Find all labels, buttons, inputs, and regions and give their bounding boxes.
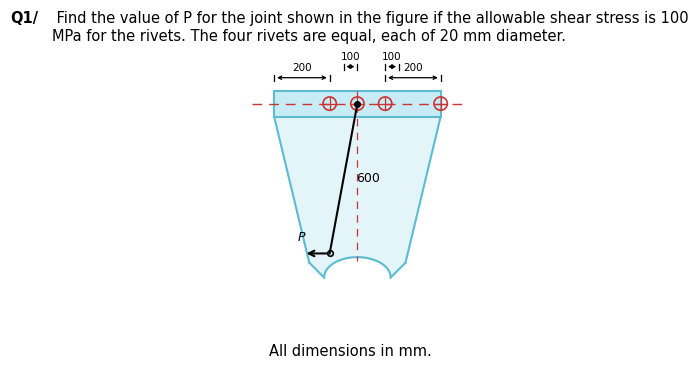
Polygon shape (274, 117, 441, 278)
Text: Find the value of P for the joint shown in the figure if the allowable shear str: Find the value of P for the joint shown … (52, 11, 689, 44)
Bar (274, 91, 441, 117)
Text: 100: 100 (382, 52, 402, 62)
Text: 100: 100 (341, 52, 360, 62)
Text: Q1/: Q1/ (10, 11, 38, 26)
Text: 200: 200 (292, 63, 312, 73)
Text: 200: 200 (403, 63, 423, 73)
Text: 600: 600 (356, 172, 380, 185)
Text: P: P (298, 231, 306, 244)
Text: All dimensions in mm.: All dimensions in mm. (269, 344, 431, 359)
